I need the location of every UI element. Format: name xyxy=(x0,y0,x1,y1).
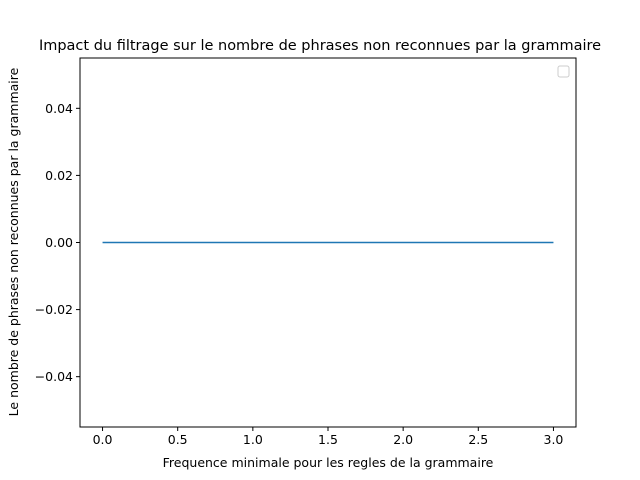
y-axis: −0.04 −0.02 0.00 0.02 0.04 xyxy=(35,101,80,384)
y-axis-label: Le nombre de phrases non reconnues par l… xyxy=(6,67,21,416)
x-tick-label: 1.5 xyxy=(318,432,338,447)
legend-box xyxy=(557,65,570,78)
y-tick-label: 0.02 xyxy=(45,168,73,183)
chart-title: Impact du filtrage sur le nombre de phra… xyxy=(39,38,601,54)
x-tick-label: 2.0 xyxy=(393,432,413,447)
x-axis-label: Frequence minimale pour les regles de la… xyxy=(163,455,494,470)
x-tick-label: 3.0 xyxy=(544,432,564,447)
y-tick-label: 0.00 xyxy=(45,235,73,250)
x-tick-label: 0.5 xyxy=(168,432,188,447)
y-tick-label: −0.04 xyxy=(35,369,73,384)
x-tick-label: 0.0 xyxy=(93,432,113,447)
x-tick-label: 2.5 xyxy=(468,432,488,447)
x-tick-label: 1.0 xyxy=(243,432,263,447)
x-axis: 0.0 0.5 1.0 1.5 2.0 2.5 3.0 xyxy=(93,427,564,447)
y-tick-label: 0.04 xyxy=(45,101,73,116)
y-tick-label: −0.02 xyxy=(35,302,73,317)
